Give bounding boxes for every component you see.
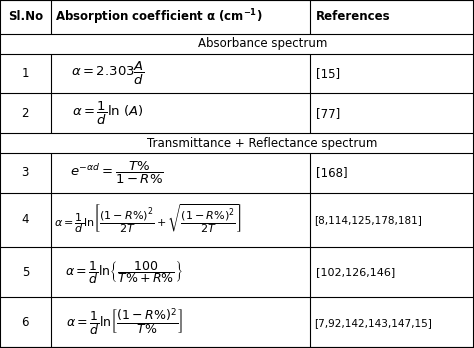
Text: References: References: [316, 10, 391, 23]
Text: [15]: [15]: [316, 67, 340, 80]
Text: 5: 5: [22, 266, 29, 279]
Text: $\alpha = 2.303\dfrac{A}{d}$: $\alpha = 2.303\dfrac{A}{d}$: [71, 60, 145, 87]
Text: $\alpha = \dfrac{1}{d}\ln\,(A)$: $\alpha = \dfrac{1}{d}\ln\,(A)$: [72, 100, 144, 127]
Text: 1: 1: [22, 67, 29, 80]
Text: [168]: [168]: [316, 166, 348, 180]
Text: $e^{-\alpha d} = \dfrac{T\%}{1-R\%}$: $e^{-\alpha d} = \dfrac{T\%}{1-R\%}$: [70, 160, 164, 186]
Text: Transmittance + Reflectance spectrum: Transmittance + Reflectance spectrum: [147, 136, 378, 150]
Text: Absorption coefficient $\mathbf{\alpha}$ $\mathbf{(cm^{-1})}$: Absorption coefficient $\mathbf{\alpha}$…: [55, 7, 262, 27]
Text: [102,126,146]: [102,126,146]: [316, 267, 395, 277]
Text: $\alpha = \dfrac{1}{d}\ln\!\left\{\dfrac{100}{T\%+R\%}\right\}$: $\alpha = \dfrac{1}{d}\ln\!\left\{\dfrac…: [65, 259, 183, 286]
Text: [8,114,125,178,181]: [8,114,125,178,181]: [314, 215, 422, 225]
Text: [77]: [77]: [316, 107, 340, 120]
Text: 3: 3: [22, 166, 29, 180]
Text: 4: 4: [22, 213, 29, 226]
Text: 6: 6: [22, 316, 29, 329]
Text: $\alpha = \dfrac{1}{d}\ln\!\left[\dfrac{(1-R\%)^{2}}{2T}+\sqrt{\dfrac{(1-R\%)^{2: $\alpha = \dfrac{1}{d}\ln\!\left[\dfrac{…: [54, 203, 242, 236]
Text: 2: 2: [22, 107, 29, 120]
Text: [7,92,142,143,147,15]: [7,92,142,143,147,15]: [314, 318, 432, 328]
Text: Sl.No: Sl.No: [8, 10, 43, 23]
Text: $\alpha = \dfrac{1}{d}\ln\!\left[\dfrac{(1-R\%)^{2}}{T\%}\right]$: $\alpha = \dfrac{1}{d}\ln\!\left[\dfrac{…: [65, 307, 183, 339]
Text: Absorbance spectrum: Absorbance spectrum: [198, 37, 327, 50]
